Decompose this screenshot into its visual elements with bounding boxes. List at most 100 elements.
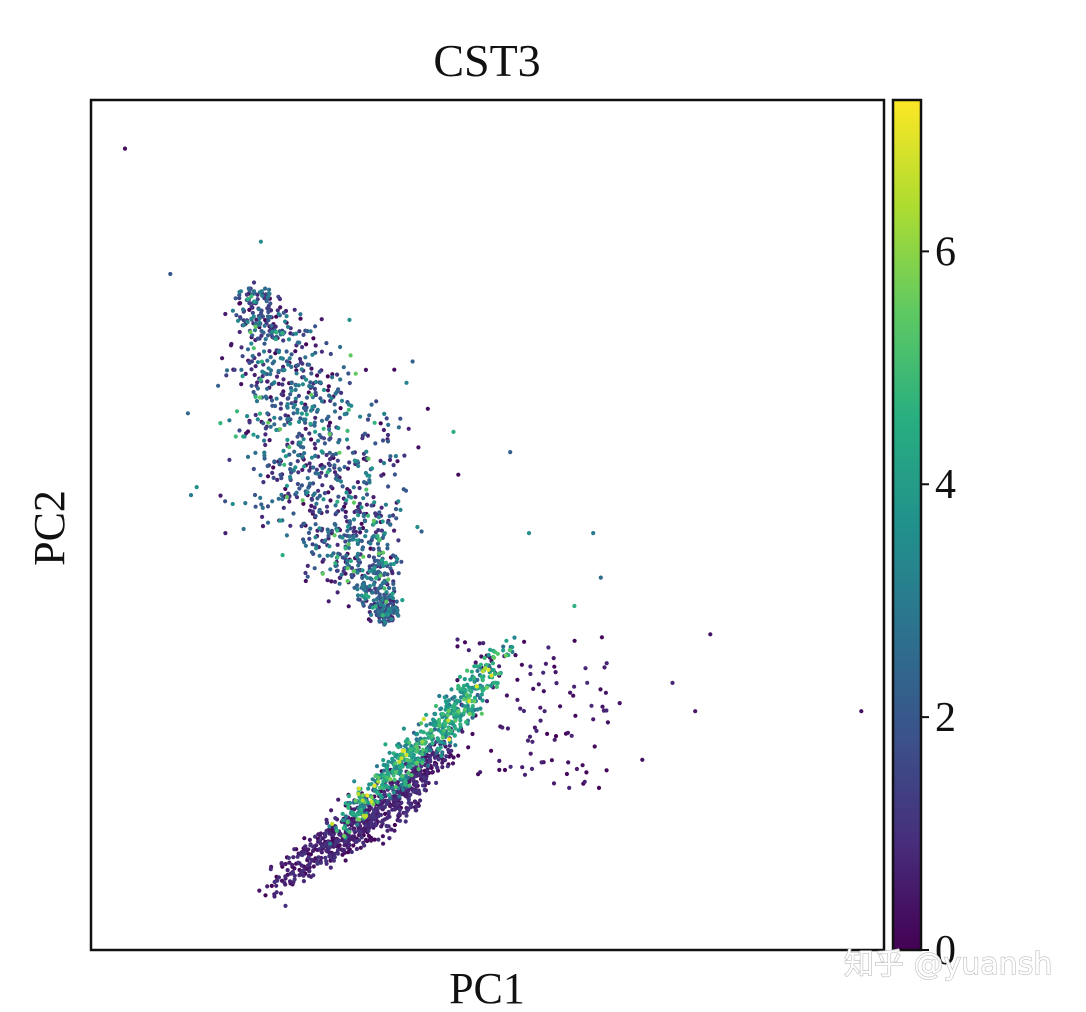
scatter-point [306,530,312,536]
scatter-point [288,392,293,397]
scatter-point [298,440,303,445]
scatter-point [377,610,382,615]
scatter-point [603,690,609,695]
scatter-point [401,726,406,731]
scatter-point [568,690,573,695]
scatter-point [428,748,433,753]
scatter-point [313,343,318,348]
scatter-point [367,413,372,418]
scatter-point [444,754,449,759]
scatter-point [392,777,397,783]
scatter-point [309,497,315,502]
scatter-point [306,873,311,878]
scatter-point [430,741,435,746]
scatter-point [272,422,277,427]
scatter-point [253,364,258,369]
scatter-points [122,146,864,909]
scatter-point [310,509,315,514]
scatter-point [303,355,308,360]
scatter-point [313,429,318,434]
scatter-point [385,828,390,833]
scatter-point [340,811,345,817]
scatter-point [262,450,267,455]
scatter-point [360,568,365,573]
scatter-point [317,432,322,438]
scatter-point [360,584,365,589]
scatter-point [368,838,374,843]
scatter-point [265,504,271,509]
scatter-point [260,524,266,529]
scatter-point [319,470,324,475]
scatter-point [364,813,369,819]
scatter-point [434,765,440,770]
scatter-point [370,590,375,595]
scatter-point [284,533,289,538]
scatter-point [294,490,299,495]
scatter-point [329,579,334,584]
scatter-point [283,319,288,324]
scatter-point [349,572,354,578]
scatter-point [259,289,264,294]
scatter-point [250,310,255,315]
scatter-point [292,877,297,882]
scatter-point [569,733,574,738]
scatter-point [399,800,404,805]
scatter-point [381,461,387,466]
scatter-point [539,760,544,765]
scatter-point [369,612,374,618]
scatter-point [341,569,346,574]
colorbar: 0 2 4 6 [891,98,956,974]
scatter-point [283,454,288,459]
scatter-point [406,770,411,776]
scatter-point [356,786,361,791]
scatter-point [247,301,252,306]
scatter-point [310,542,315,547]
scatter-point [280,497,285,502]
scatter-point [411,789,416,794]
scatter-point [416,757,421,762]
scatter-point [291,855,296,860]
scatter-point [288,523,293,528]
scatter-point [359,807,364,813]
scatter-point [467,699,472,704]
scatter-point [478,706,483,711]
scatter-point [385,770,390,775]
scatter-point [467,711,472,717]
scatter-point [311,465,316,470]
scatter-point [283,861,288,867]
scatter-point [335,477,340,483]
scatter-point [317,369,322,374]
scatter-point [327,824,332,829]
scatter-point [322,441,327,446]
colorbar-frame [891,98,923,952]
scatter-point [325,388,331,393]
scatter-point [382,531,387,536]
scatter-point [386,809,391,815]
scatter-point [460,686,465,692]
scatter-point [584,770,589,775]
scatter-point [320,466,325,471]
scatter-point [357,485,362,491]
scatter-point [378,602,383,608]
scatter-point [378,573,383,578]
scatter-point [322,491,327,496]
scatter-point [362,480,367,485]
scatter-point [257,395,263,400]
scatter-point [359,835,364,840]
scatter-point [245,454,251,459]
scatter-point [366,828,371,834]
scatter-point [254,399,260,404]
scatter-point [280,331,285,336]
scatter-point [233,434,238,439]
scatter-point [345,579,350,584]
scatter-point [465,668,470,673]
scatter-point [551,656,556,661]
scatter-point [274,890,279,895]
scatter-point [305,574,310,579]
scatter-point [334,510,339,515]
scatter-point [381,786,386,791]
scatter-point [364,449,369,454]
scatter-point [382,579,387,585]
scatter-point [408,803,413,809]
scatter-point [337,450,342,455]
